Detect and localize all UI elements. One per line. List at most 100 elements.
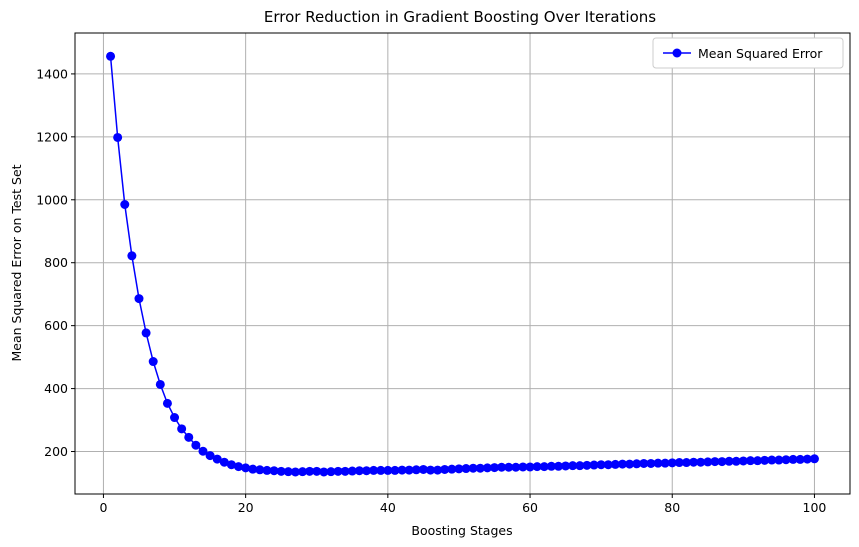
data-point (198, 446, 208, 456)
legend-marker (672, 48, 682, 58)
data-point (774, 455, 784, 465)
data-point (184, 432, 194, 442)
data-point (596, 460, 606, 470)
legend: Mean Squared Error (652, 37, 844, 69)
data-point (262, 465, 272, 475)
data-point (745, 456, 755, 466)
data-point (482, 463, 492, 473)
data-point (404, 465, 414, 475)
data-point (234, 462, 244, 472)
legend-box (652, 37, 844, 69)
data-point (582, 460, 592, 470)
data-point (269, 466, 279, 476)
data-point (653, 458, 663, 468)
legend-label: Mean Squared Error (698, 46, 823, 61)
data-point (191, 440, 201, 450)
data-point (440, 464, 450, 474)
y-axis-label: Mean Squared Error on Test Set (9, 164, 24, 361)
x-tick-label: 80 (664, 500, 680, 515)
data-point (447, 464, 457, 474)
data-point (241, 463, 251, 473)
data-point (362, 466, 372, 476)
data-point (461, 464, 471, 474)
y-tick-label: 1000 (36, 192, 68, 207)
data-point (141, 328, 151, 338)
data-point (212, 454, 222, 464)
data-point (617, 459, 627, 469)
data-point (120, 200, 130, 209)
data-point (290, 467, 300, 477)
data-point (255, 465, 265, 475)
data-point (639, 458, 649, 468)
data-point (667, 458, 677, 468)
data-point (248, 464, 258, 474)
data-point (347, 466, 357, 476)
data-point (283, 467, 293, 477)
data-point (376, 465, 386, 475)
data-point (369, 465, 379, 475)
data-point (781, 455, 791, 465)
data-point (490, 463, 499, 473)
data-point (134, 294, 144, 304)
y-tick-label: 800 (44, 255, 68, 270)
data-point (148, 357, 158, 367)
data-point (696, 457, 706, 467)
data-point (418, 464, 428, 474)
y-tick-label: 600 (44, 318, 68, 333)
data-point (390, 465, 400, 475)
data-point (497, 462, 507, 472)
data-point (518, 462, 528, 472)
data-point (319, 467, 329, 477)
data-point (546, 461, 556, 471)
data-point (788, 454, 798, 464)
data-point (660, 458, 670, 468)
data-point (760, 455, 770, 465)
data-point (802, 454, 812, 464)
data-point (426, 465, 435, 475)
data-point (162, 398, 172, 408)
data-point (454, 464, 464, 474)
data-point (354, 466, 364, 476)
data-point (411, 465, 421, 475)
data-point (155, 379, 165, 389)
data-point (753, 456, 763, 466)
data-point (603, 460, 613, 470)
data-point (312, 466, 322, 476)
data-point (504, 462, 514, 472)
y-axis: 200 400 600 800 1000 1200 1400 (36, 66, 75, 459)
data-point (561, 461, 571, 471)
data-point (809, 454, 819, 464)
data-point (305, 466, 315, 476)
chart-title: Error Reduction in Gradient Boosting Ove… (264, 8, 656, 26)
data-point (205, 451, 215, 461)
data-point (333, 466, 343, 476)
y-tick-label: 400 (44, 381, 68, 396)
data-point (177, 424, 187, 434)
data-point (383, 465, 393, 475)
x-tick-label: 20 (238, 500, 254, 515)
data-point (298, 467, 308, 477)
x-tick-label: 100 (803, 500, 827, 515)
data-point (681, 458, 691, 468)
x-axis: 0 20 40 60 80 100 (99, 494, 826, 515)
y-tick-label: 1400 (36, 66, 68, 81)
data-point (575, 461, 585, 471)
data-point (326, 467, 336, 477)
data-point (397, 465, 407, 475)
data-point (632, 459, 642, 469)
data-point (113, 132, 123, 142)
data-point (610, 459, 620, 469)
data-point (646, 458, 656, 468)
data-point (532, 462, 542, 472)
x-tick-label: 40 (380, 500, 396, 515)
data-point (724, 456, 734, 466)
grid (75, 33, 850, 494)
plot-frame (74, 32, 851, 495)
data-point (674, 458, 684, 468)
data-point (127, 251, 137, 261)
y-tick-label: 200 (44, 444, 68, 459)
data-point (710, 457, 720, 467)
data-point (340, 466, 350, 476)
